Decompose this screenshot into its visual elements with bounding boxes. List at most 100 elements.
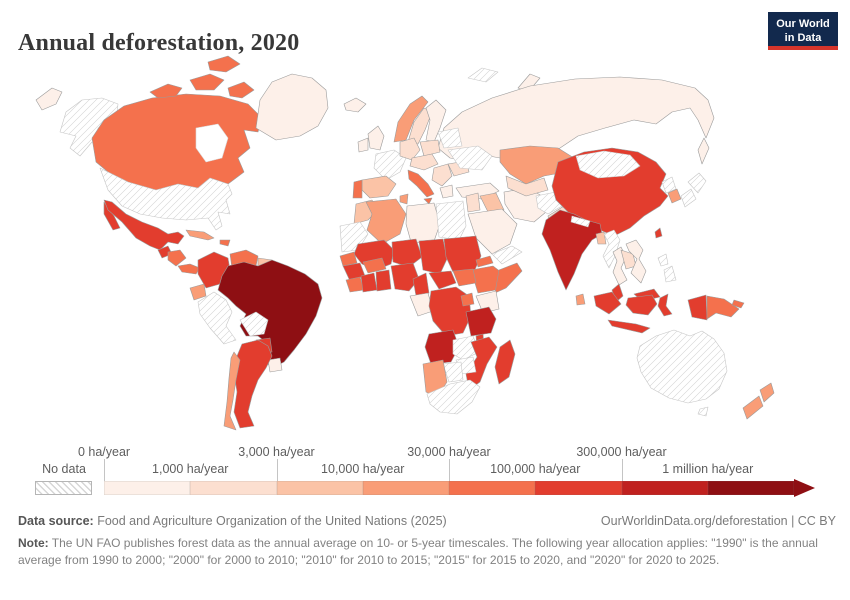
country-sri-lanka[interactable] xyxy=(575,293,586,306)
data-source-label: Data source: xyxy=(18,514,94,528)
country-new-zealand-south[interactable] xyxy=(742,395,764,420)
country-france[interactable] xyxy=(373,149,407,181)
country-uzbekistan-turkmenistan[interactable] xyxy=(505,175,549,197)
country-united-states[interactable] xyxy=(99,167,233,231)
country-tasmania[interactable] xyxy=(697,406,709,417)
country-ghana[interactable] xyxy=(375,269,392,292)
country-australia[interactable] xyxy=(636,329,728,404)
country-madagascar[interactable] xyxy=(494,339,516,385)
country-italy[interactable] xyxy=(407,169,435,198)
country-kenya[interactable] xyxy=(475,290,500,314)
country-greece[interactable] xyxy=(439,184,454,199)
country-iceland[interactable] xyxy=(343,97,367,113)
country-norway[interactable] xyxy=(393,95,429,143)
country-bangladesh[interactable] xyxy=(595,231,607,245)
country-canada-arctic-islands[interactable] xyxy=(189,73,225,91)
country-alaska[interactable] xyxy=(59,97,119,157)
country-vietnam[interactable] xyxy=(625,239,647,284)
country-somalia[interactable] xyxy=(494,262,523,294)
country-indonesia-kalimantan[interactable] xyxy=(625,294,658,316)
country-central-europe[interactable] xyxy=(409,153,439,171)
country-ukraine[interactable] xyxy=(447,145,493,171)
country-balkans[interactable] xyxy=(431,163,453,187)
country-north-korea[interactable] xyxy=(661,176,677,194)
country-indonesia-papua[interactable] xyxy=(687,294,708,321)
country-cote-divoire[interactable] xyxy=(360,272,378,293)
country-algeria[interactable] xyxy=(365,198,407,245)
country-sudan[interactable] xyxy=(443,235,482,275)
country-south-korea[interactable] xyxy=(667,188,682,204)
country-indonesia-sulawesi[interactable] xyxy=(657,293,673,317)
country-india[interactable] xyxy=(541,209,603,291)
country-canada-arctic-islands[interactable] xyxy=(227,81,255,99)
country-peru[interactable] xyxy=(197,291,237,345)
country-canada-arctic-islands[interactable] xyxy=(149,83,183,99)
country-belarus-baltics[interactable] xyxy=(437,127,463,149)
legend-no-data-swatch[interactable] xyxy=(35,481,92,495)
owid-logo-line1: Our World xyxy=(776,18,830,30)
country-tunisia[interactable] xyxy=(399,193,409,205)
country-honduras-nicaragua[interactable] xyxy=(167,249,187,267)
country-eritrea-djibouti[interactable] xyxy=(475,255,494,268)
country-south-sudan[interactable] xyxy=(452,268,477,287)
legend-tick-label: 1 million ha/year xyxy=(662,462,754,476)
country-egypt[interactable] xyxy=(435,200,467,241)
country-burkina-faso[interactable] xyxy=(362,257,387,274)
country-hispaniola[interactable] xyxy=(219,239,231,247)
owid-link[interactable]: OurWorldinData.org/deforestation | CC BY xyxy=(600,514,836,528)
country-philippines[interactable] xyxy=(663,265,677,283)
country-levant[interactable] xyxy=(465,192,481,213)
country-indonesia-java[interactable] xyxy=(607,319,651,334)
data-source-text: Food and Agriculture Organization of the… xyxy=(93,514,447,528)
country-yemen-oman[interactable] xyxy=(491,245,523,265)
country-niger[interactable] xyxy=(391,238,423,268)
country-nepal[interactable] xyxy=(570,215,591,228)
country-ireland[interactable] xyxy=(357,137,369,153)
country-russia-chukotka[interactable] xyxy=(35,87,63,111)
country-cuba[interactable] xyxy=(185,229,215,241)
country-uganda[interactable] xyxy=(460,292,475,307)
country-cameroon[interactable] xyxy=(412,272,430,297)
country-ecuador[interactable] xyxy=(189,283,207,301)
country-botswana[interactable] xyxy=(442,361,464,383)
country-taiwan[interactable] xyxy=(654,227,663,239)
country-bolivia[interactable] xyxy=(239,311,269,337)
country-senegal[interactable] xyxy=(339,251,358,267)
country-uruguay[interactable] xyxy=(267,357,283,373)
country-canada-arctic-islands[interactable] xyxy=(207,55,241,73)
country-new-zealand-north[interactable] xyxy=(759,382,775,403)
country-germany[interactable] xyxy=(399,137,421,161)
country-svalbard[interactable] xyxy=(467,67,499,83)
country-angola[interactable] xyxy=(424,329,460,365)
country-italy-sicily[interactable] xyxy=(423,197,433,205)
country-papua-new-guinea[interactable] xyxy=(706,295,740,320)
country-japan[interactable] xyxy=(687,172,707,194)
country-libya[interactable] xyxy=(405,202,441,245)
country-chile[interactable] xyxy=(223,351,241,431)
legend-color-segment xyxy=(104,481,191,495)
country-myanmar[interactable] xyxy=(602,229,621,269)
country-south-africa[interactable] xyxy=(426,379,481,415)
country-drc[interactable] xyxy=(428,286,472,337)
country-greenland[interactable] xyxy=(255,73,329,141)
country-sakhalin[interactable] xyxy=(697,137,710,165)
country-united-kingdom[interactable] xyxy=(367,125,385,151)
legend-color-segment xyxy=(190,481,277,495)
country-indonesia-sumatra[interactable] xyxy=(593,291,622,315)
country-costa-rica-panama[interactable] xyxy=(177,263,201,275)
country-portugal[interactable] xyxy=(352,179,363,199)
country-finland[interactable] xyxy=(425,99,447,143)
country-poland[interactable] xyxy=(419,139,441,157)
country-philippines[interactable] xyxy=(657,253,669,267)
country-png-new-britain[interactable] xyxy=(731,299,745,309)
country-spain[interactable] xyxy=(361,175,397,199)
owid-logo[interactable]: Our World in Data xyxy=(768,12,838,50)
country-chad[interactable] xyxy=(418,238,448,275)
country-tanzania[interactable] xyxy=(465,306,497,337)
legend-color-bar[interactable] xyxy=(104,481,794,495)
country-argentina[interactable] xyxy=(233,339,273,429)
country-mongolia[interactable] xyxy=(575,150,641,179)
country-japan[interactable] xyxy=(680,188,697,208)
country-central-african-republic[interactable] xyxy=(428,270,457,290)
country-mexico[interactable] xyxy=(103,199,185,251)
